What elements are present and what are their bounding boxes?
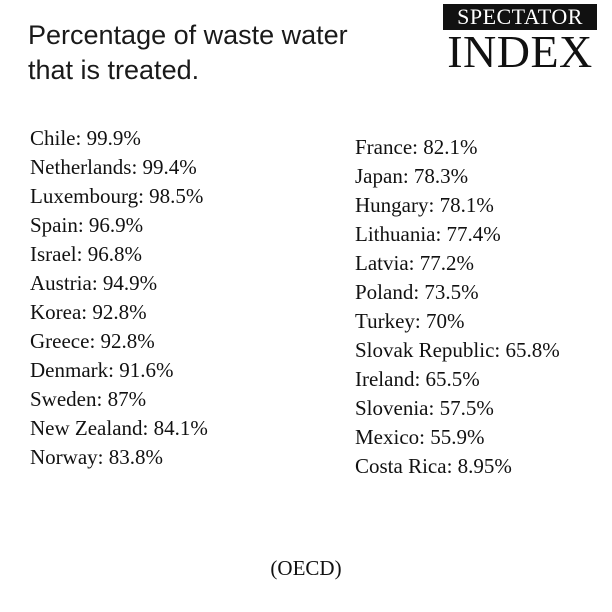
list-item: Sweden: 87% — [30, 387, 147, 411]
list-item: Denmark: 91.6% — [30, 358, 174, 382]
list-item: Netherlands: 99.4% — [30, 155, 197, 179]
list-item: Slovak Republic: 65.8% — [355, 338, 560, 362]
left-country-list: Chile: 99.9% Netherlands: 99.4% Luxembou… — [30, 124, 208, 472]
list-item: New Zealand: 84.1% — [30, 416, 208, 440]
list-item: Korea: 92.8% — [30, 300, 147, 324]
source-note: (OECD) — [270, 556, 342, 580]
logo-spectator: SPECTATOR — [443, 4, 597, 30]
list-item: Turkey: 70% — [355, 309, 465, 333]
list-item: Costa Rica: 8.95% — [355, 454, 512, 478]
list-item: Latvia: 77.2% — [355, 251, 474, 275]
list-item: Austria: 94.9% — [30, 271, 158, 295]
list-item: Chile: 99.9% — [30, 126, 141, 150]
list-item: Ireland: 65.5% — [355, 367, 480, 391]
list-item: Poland: 73.5% — [355, 280, 479, 304]
list-item: Israel: 96.8% — [30, 242, 142, 266]
list-item: Greece: 92.8% — [30, 329, 155, 353]
list-item: Lithuania: 77.4% — [355, 222, 501, 246]
list-item: Norway: 83.8% — [30, 445, 163, 469]
list-item: France: 82.1% — [355, 135, 478, 159]
logo-index: INDEX — [447, 26, 593, 77]
page-title: Percentage of waste water that is treate… — [28, 18, 428, 88]
title-line-2: that is treated. — [28, 55, 200, 85]
list-item: Luxembourg: 98.5% — [30, 184, 204, 208]
list-item: Slovenia: 57.5% — [355, 396, 494, 420]
title-line-1: Percentage of waste water — [28, 20, 348, 50]
list-item: Japan: 78.3% — [355, 164, 469, 188]
list-item: Hungary: 78.1% — [355, 193, 494, 217]
list-item: Spain: 96.9% — [30, 213, 144, 237]
list-item: Mexico: 55.9% — [355, 425, 485, 449]
right-country-list: France: 82.1% Japan: 78.3% Hungary: 78.1… — [355, 133, 560, 481]
